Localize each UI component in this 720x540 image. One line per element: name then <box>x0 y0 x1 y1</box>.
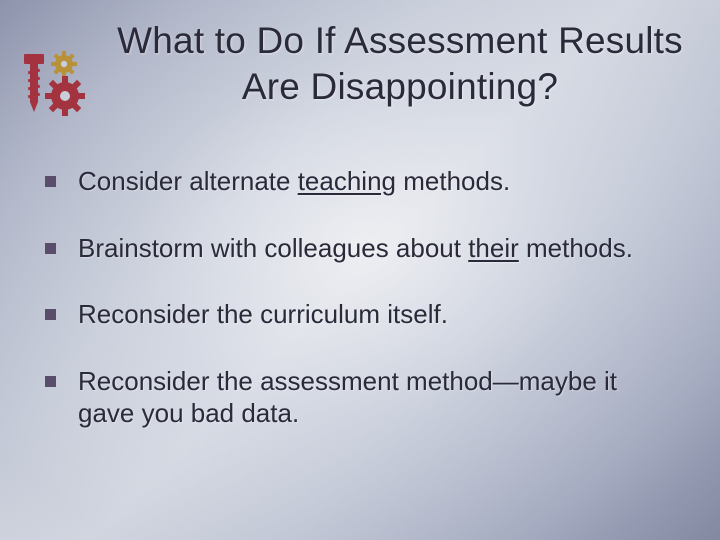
list-item: Reconsider the curriculum itself. <box>45 298 665 331</box>
bullet-text: Consider alternate teaching methods. <box>78 165 510 198</box>
text-pre: Reconsider the curriculum itself. <box>78 299 448 329</box>
slide: What to Do If Assessment Results Are Dis… <box>0 0 720 540</box>
bullet-text: Reconsider the curriculum itself. <box>78 298 448 331</box>
bullet-icon <box>45 376 56 387</box>
text-pre: Reconsider the assessment method—maybe i… <box>78 366 617 429</box>
title-container: What to Do If Assessment Results Are Dis… <box>110 18 690 111</box>
bullet-icon <box>45 176 56 187</box>
list-item: Reconsider the assessment method—maybe i… <box>45 365 665 430</box>
text-post: methods. <box>396 166 510 196</box>
text-underlined: their <box>468 233 519 263</box>
text-pre: Brainstorm with colleagues about <box>78 233 468 263</box>
list-item: Consider alternate teaching methods. <box>45 165 665 198</box>
bullet-text: Brainstorm with colleagues about their m… <box>78 232 633 265</box>
text-pre: Consider alternate <box>78 166 298 196</box>
slide-title: What to Do If Assessment Results Are Dis… <box>110 18 690 111</box>
text-post: methods. <box>519 233 633 263</box>
bullet-icon <box>45 309 56 320</box>
bullet-icon <box>45 243 56 254</box>
bullet-list: Consider alternate teaching methods. Bra… <box>45 165 665 464</box>
text-underlined: teaching <box>298 166 396 196</box>
bullet-text: Reconsider the assessment method—maybe i… <box>78 365 665 430</box>
tools-icon <box>18 50 88 120</box>
list-item: Brainstorm with colleagues about their m… <box>45 232 665 265</box>
